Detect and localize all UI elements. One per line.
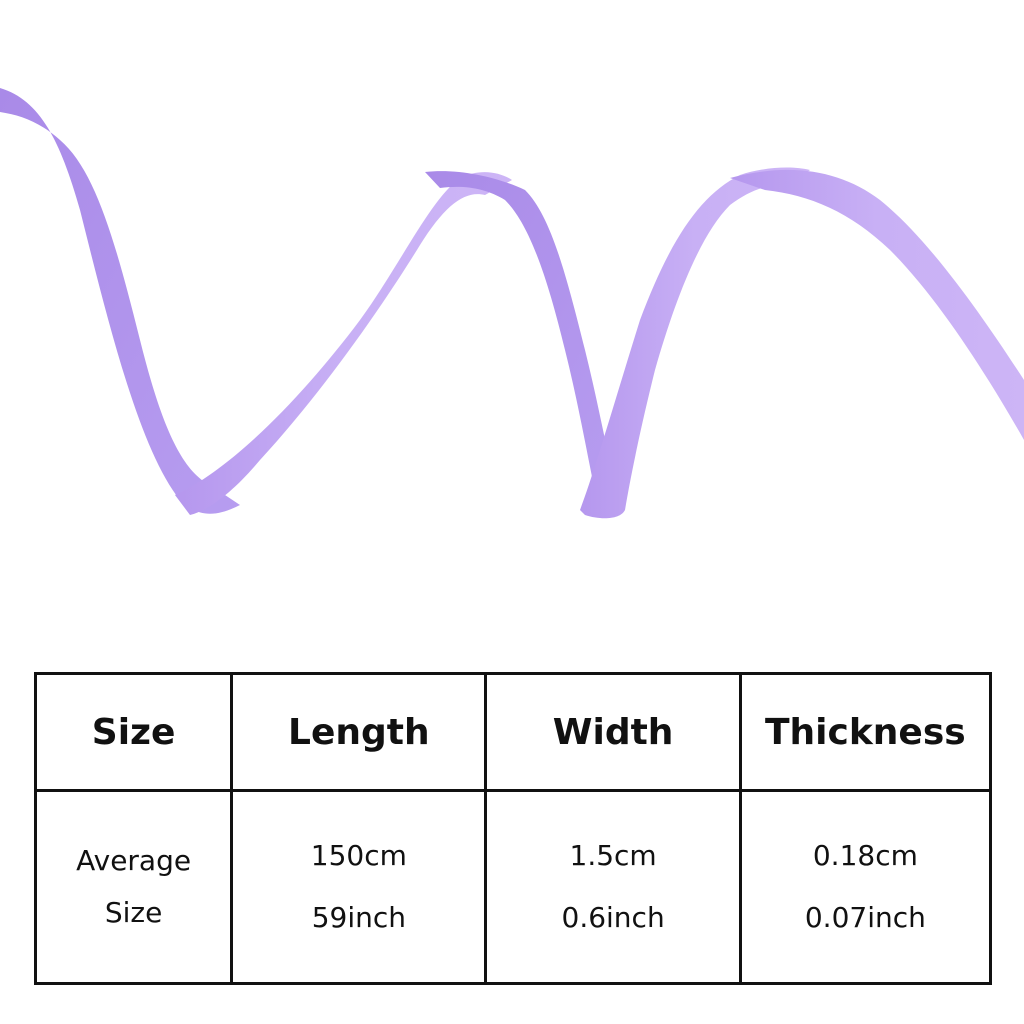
length-imperial: 59inch: [311, 901, 406, 934]
ribbon-right-descent: [580, 167, 810, 519]
header-thickness: Thickness: [738, 672, 993, 792]
thickness-metric: 0.18cm: [812, 839, 918, 872]
thickness-cell: 0.18cm 0.07inch: [738, 789, 993, 985]
width-cell: 1.5cm 0.6inch: [484, 789, 742, 985]
table-row: Average Size 150cm 59inch 1.5cm 0.6inch …: [33, 789, 993, 985]
width-metric: 1.5cm: [569, 839, 657, 872]
length-metric: 150cm: [310, 839, 407, 872]
length-cell: 150cm 59inch: [230, 789, 488, 985]
row-label-line-2: Size: [104, 896, 163, 929]
size-spec-table: Size Length Width Thickness Average Size…: [33, 672, 993, 985]
row-label-cell: Average Size: [33, 789, 234, 985]
table-header-row: Size Length Width Thickness: [33, 672, 993, 792]
ribbon-middle-top: [425, 171, 620, 516]
thickness-imperial: 0.07inch: [804, 901, 926, 934]
ribbon-left-descent: [0, 88, 240, 514]
header-size: Size: [33, 672, 234, 792]
ribbon-right-tail: [730, 169, 1024, 441]
ribbon-band-image: [0, 88, 1024, 519]
header-length: Length: [230, 672, 488, 792]
row-label-line-1: Average: [76, 844, 192, 877]
width-imperial: 0.6inch: [561, 901, 665, 934]
header-width: Width: [484, 672, 742, 792]
ribbon-middle-rise: [175, 172, 512, 515]
